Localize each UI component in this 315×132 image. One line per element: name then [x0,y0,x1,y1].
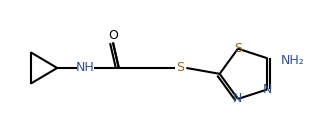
Text: S: S [176,62,185,74]
Text: O: O [108,29,118,42]
Text: S: S [234,42,242,55]
Text: N: N [263,83,272,96]
Text: NH₂: NH₂ [281,54,305,67]
Text: N: N [233,93,243,105]
Text: NH: NH [76,62,95,74]
